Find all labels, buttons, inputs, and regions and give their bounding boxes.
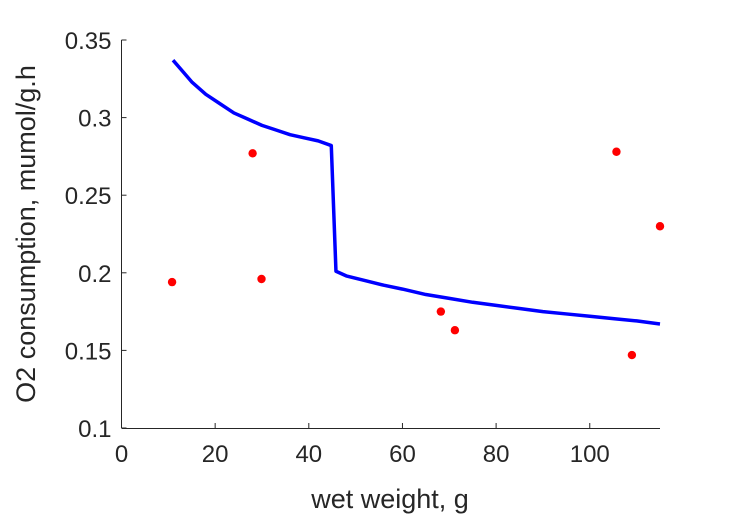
y-tick-label: 0.25 [65, 183, 112, 210]
x-ticks: 0 20 40 60 80 100 [115, 423, 610, 468]
y-ticks: 0.1 0.15 0.2 0.25 0.3 0.35 [65, 28, 127, 443]
x-tick-label: 20 [202, 441, 229, 468]
data-point [436, 307, 446, 316]
data-point [167, 277, 177, 287]
series-layer [167, 59, 665, 360]
x-axis-label: wet weight, g [310, 484, 469, 514]
data-point [450, 326, 460, 335]
y-axis-label: O2 consumption, mumol/g.h [11, 65, 41, 403]
x-tick-label: 40 [295, 441, 322, 468]
y-tick-label: 0.35 [65, 28, 112, 55]
x-tick-label: 0 [115, 441, 128, 468]
data-point [257, 274, 266, 284]
y-tick-label: 0.2 [78, 261, 111, 288]
y-tick-label: 0.15 [65, 338, 112, 365]
x-tick-label: 100 [570, 441, 610, 468]
axes [121, 40, 660, 429]
x-tick-label: 60 [389, 441, 416, 468]
y-tick-label: 0.1 [78, 416, 111, 443]
model-curve-line [171, 59, 661, 326]
data-point [627, 350, 637, 360]
data-point [655, 222, 665, 231]
y-tick-label: 0.3 [78, 106, 111, 133]
data-point [248, 149, 257, 158]
x-tick-label: 80 [483, 441, 510, 468]
data-point [612, 147, 621, 156]
